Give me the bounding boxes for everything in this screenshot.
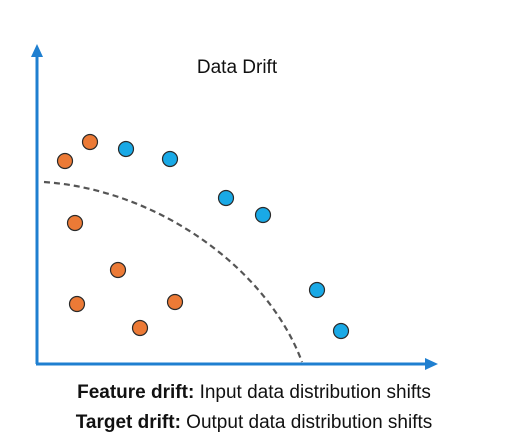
orange-point — [81, 133, 99, 151]
blue-point — [332, 322, 350, 340]
feature-drift-term: Feature drift: — [77, 382, 195, 403]
orange-point — [131, 319, 149, 337]
blue-point — [117, 140, 135, 158]
blue-point — [308, 281, 326, 299]
target-drift-term: Target drift: — [75, 412, 181, 433]
orange-points — [56, 133, 184, 337]
axes — [31, 44, 438, 370]
blue-point — [161, 150, 179, 168]
orange-point — [166, 293, 184, 311]
orange-point — [109, 261, 127, 279]
target-drift-text: Output data distribution shifts — [180, 412, 433, 433]
blue-points — [117, 140, 350, 340]
orange-point — [66, 214, 84, 232]
blue-point — [217, 189, 235, 207]
x-axis-arrowhead — [425, 358, 438, 370]
blue-point — [254, 206, 272, 224]
orange-point — [56, 152, 74, 170]
diagram-title: Data Drift — [197, 57, 278, 78]
feature-drift-text: Input data distribution shifts — [194, 382, 431, 403]
feature-drift-caption: Feature drift: Input data distribution s… — [0, 382, 508, 404]
y-axis-arrowhead — [31, 44, 43, 57]
target-drift-caption: Target drift: Output data distribution s… — [0, 412, 508, 434]
orange-point — [68, 295, 86, 313]
decision-boundary-curve — [43, 180, 304, 363]
